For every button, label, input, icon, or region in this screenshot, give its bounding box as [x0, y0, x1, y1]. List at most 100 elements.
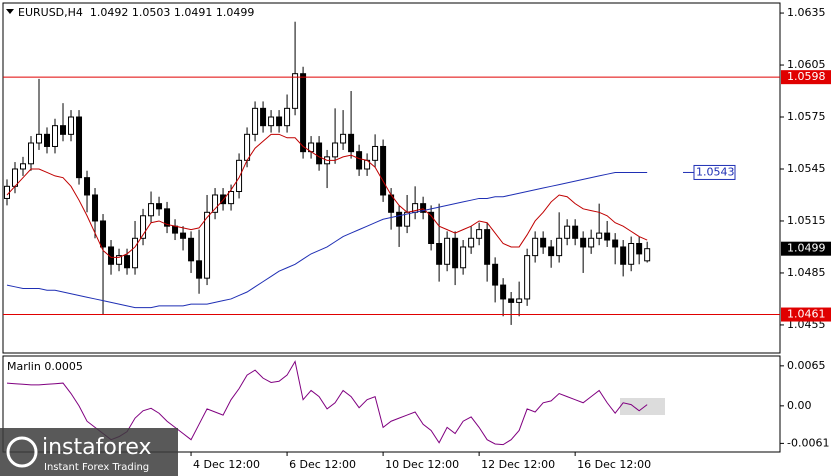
selection-box — [620, 398, 665, 415]
candle-body — [596, 232, 603, 239]
x-tick-label: 6 Dec 12:00 — [289, 458, 356, 471]
candle-body — [564, 225, 571, 239]
candle-body — [76, 116, 83, 179]
y-tick-label: 0.0065 — [787, 359, 826, 372]
candle-body — [172, 225, 179, 234]
price-tag-label: 1.0499 — [787, 242, 826, 255]
candle-body — [380, 145, 387, 196]
candle-body — [36, 133, 43, 144]
logo-box — [0, 428, 178, 476]
x-tick-label: 4 Dec 12:00 — [193, 458, 260, 471]
candle-body — [44, 133, 51, 147]
level-tag — [781, 307, 831, 322]
candle-body — [508, 298, 515, 303]
candle-body — [276, 116, 283, 127]
level-marker-label: 1.0543 — [696, 165, 735, 178]
candle-body — [572, 225, 579, 239]
candle-body — [396, 211, 403, 227]
candle-body — [556, 237, 563, 257]
candle-body — [268, 116, 275, 127]
candle-body — [116, 255, 123, 265]
candle-body — [92, 194, 99, 222]
candle-body — [460, 246, 467, 269]
candle-body — [340, 133, 347, 144]
y-tick-label: 1.0635 — [787, 6, 826, 19]
candle-body — [20, 163, 27, 170]
candle-body — [436, 242, 443, 265]
candle-body — [620, 246, 627, 265]
candle-body — [628, 242, 635, 265]
y-tick-label: 1.0605 — [787, 58, 826, 71]
candle-body — [452, 237, 459, 269]
candle-body — [372, 145, 379, 161]
level-tag — [781, 70, 831, 85]
candle-body — [204, 211, 211, 279]
candle-body — [252, 107, 259, 135]
chart-title: EURUSD,H4 1.0492 1.0503 1.0491 1.0499 — [18, 6, 254, 19]
candle-body — [444, 237, 451, 265]
main-pane — [2, 2, 781, 354]
moving-average — [6, 171, 648, 309]
candle-body — [644, 248, 651, 262]
indicator-title: Marlin 0.0005 — [7, 360, 83, 373]
candle-body — [68, 116, 75, 135]
candle-body — [500, 284, 507, 300]
candle-body — [188, 237, 195, 262]
logo-name: instaforex — [42, 435, 152, 460]
candle-body — [420, 203, 427, 213]
candle-body — [532, 237, 539, 257]
candle-body — [284, 107, 291, 127]
candle-body — [636, 242, 643, 255]
candle-body — [540, 237, 547, 248]
candle-body — [612, 239, 619, 248]
logo-icon — [6, 436, 38, 468]
candle-body — [588, 237, 595, 248]
x-tick-label: 10 Dec 12:00 — [385, 458, 459, 471]
candle-body — [348, 133, 355, 153]
logo-tagline: Instant Forex Trading — [44, 462, 149, 473]
x-tick-label: 12 Dec 12:00 — [481, 458, 555, 471]
candle-body — [356, 151, 363, 170]
candle-body — [148, 203, 155, 217]
y-tick-label: 1.0485 — [787, 266, 826, 279]
candle-body — [132, 237, 139, 269]
y-tick-label: 1.0575 — [787, 110, 826, 123]
y-tick-label: 1.0515 — [787, 214, 826, 227]
price-tag — [781, 241, 831, 256]
watermark: instaforex Instant Forex Trading — [0, 428, 178, 476]
candle-body — [236, 159, 243, 193]
y-tick-label: 1.0545 — [787, 162, 826, 175]
candle-body — [580, 237, 587, 248]
candle-body — [548, 246, 555, 257]
candle-body — [180, 232, 187, 239]
candle-body — [164, 208, 171, 227]
candle-body — [484, 229, 491, 265]
candle-body — [300, 73, 307, 153]
candle-body — [516, 298, 523, 303]
candle-body — [124, 255, 131, 269]
candle-body — [100, 220, 107, 248]
candle-body — [212, 194, 219, 213]
candle-body — [476, 229, 483, 239]
candle-body — [84, 177, 91, 196]
level-tag-label: 1.0598 — [787, 70, 826, 83]
candle-body — [604, 232, 611, 241]
candle-body — [196, 260, 203, 279]
level-marker-box — [693, 164, 736, 180]
y-tick-label: 0.00 — [787, 399, 812, 412]
candle-body — [260, 107, 267, 127]
candle-body — [428, 211, 435, 244]
candle-body — [140, 215, 147, 239]
candle-body — [60, 125, 67, 135]
candle-body — [292, 73, 299, 109]
menu-arrow[interactable] — [6, 9, 14, 14]
candle-body — [156, 203, 163, 210]
candle-body — [316, 142, 323, 165]
candle-body — [468, 237, 475, 248]
candle-body — [524, 255, 531, 300]
moving-average — [6, 133, 648, 258]
candle-body — [52, 125, 59, 147]
candle-body — [220, 194, 227, 205]
candle-body — [228, 191, 235, 205]
